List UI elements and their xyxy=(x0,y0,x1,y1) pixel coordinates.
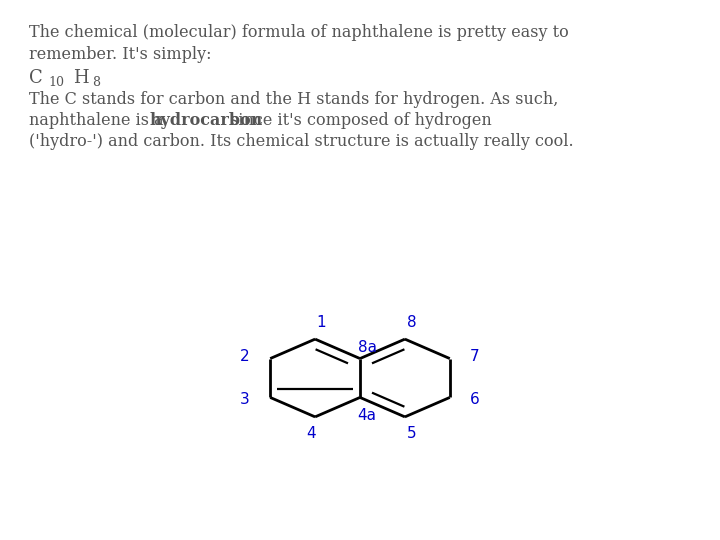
Text: 4a: 4a xyxy=(358,408,377,423)
Text: 5: 5 xyxy=(408,426,417,441)
Text: 2: 2 xyxy=(240,349,250,364)
Text: 8: 8 xyxy=(408,315,417,330)
Text: 7: 7 xyxy=(470,349,480,364)
Text: hydrocarbon: hydrocarbon xyxy=(150,112,263,129)
Text: naphthalene is a: naphthalene is a xyxy=(29,112,168,129)
Text: remember. It's simply:: remember. It's simply: xyxy=(29,46,211,63)
Text: since it's composed of hydrogen: since it's composed of hydrogen xyxy=(225,112,492,129)
Text: 4: 4 xyxy=(307,426,316,441)
Text: 8a: 8a xyxy=(358,340,377,355)
Text: 1: 1 xyxy=(316,315,325,330)
Text: ('hydro-') and carbon. Its chemical structure is actually really cool.: ('hydro-') and carbon. Its chemical stru… xyxy=(29,133,573,150)
Text: The C stands for carbon and the H stands for hydrogen. As such,: The C stands for carbon and the H stands… xyxy=(29,91,558,107)
Text: The chemical (molecular) formula of naphthalene is pretty easy to: The chemical (molecular) formula of naph… xyxy=(29,24,569,41)
Text: C: C xyxy=(29,69,42,87)
Text: 10: 10 xyxy=(48,76,64,89)
Text: H: H xyxy=(73,69,89,87)
Text: 3: 3 xyxy=(240,392,250,407)
Text: 6: 6 xyxy=(470,392,480,407)
Text: 8: 8 xyxy=(92,76,100,89)
